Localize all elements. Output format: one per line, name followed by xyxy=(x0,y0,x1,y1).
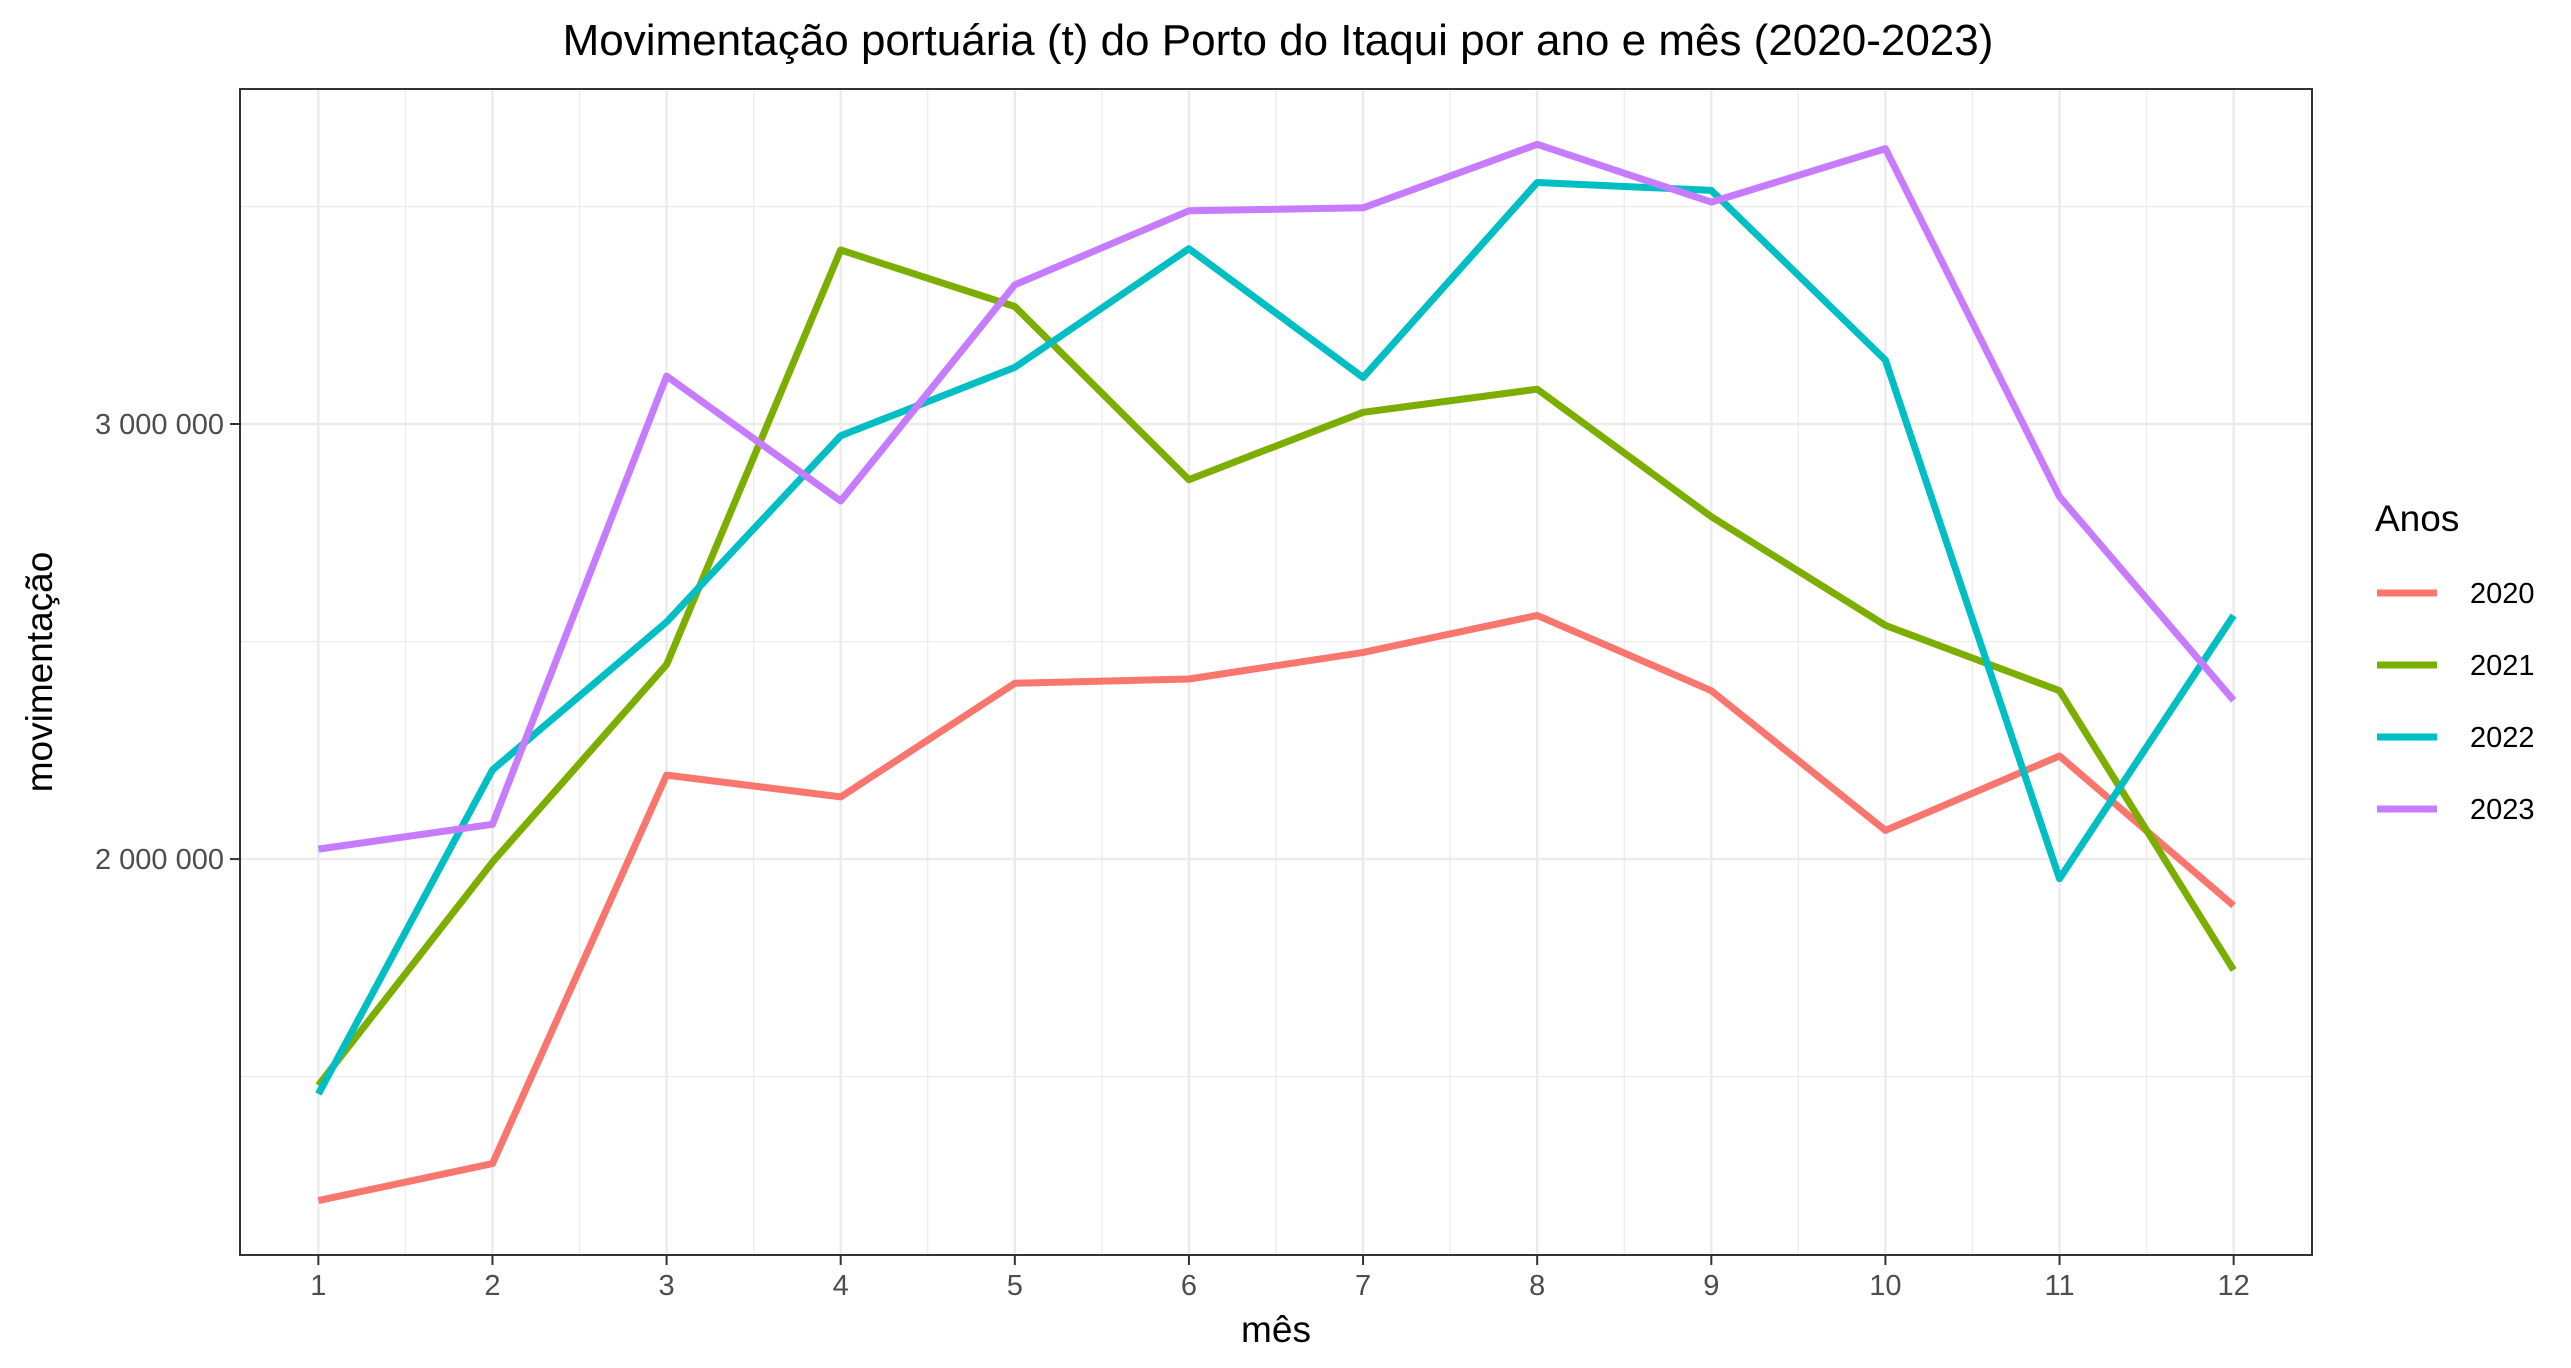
x-tick-label: 6 xyxy=(1181,1270,1197,1302)
panel-border xyxy=(239,88,2313,1256)
x-tick-label: 4 xyxy=(833,1270,849,1302)
legend-label-2022: 2022 xyxy=(2470,722,2535,754)
legend-label-2023: 2023 xyxy=(2470,794,2535,826)
x-axis: 1 2 3 4 5 6 7 8 9 10 11 12 xyxy=(310,1255,2250,1302)
legend-title: Anos xyxy=(2375,498,2459,539)
series-line-2020 xyxy=(317,611,2236,1205)
x-tick-label: 1 xyxy=(310,1270,326,1302)
x-tick-label: 3 xyxy=(659,1270,675,1302)
legend: Anos 2020 2021 2022 2023 xyxy=(2375,498,2535,826)
chart-title: Movimentação portuária (t) do Porto do I… xyxy=(563,16,1994,65)
legend-label-2021: 2021 xyxy=(2470,650,2535,682)
legend-label-2020: 2020 xyxy=(2470,578,2535,610)
series-line-2021 xyxy=(315,246,2237,1088)
x-tick-label: 10 xyxy=(1869,1270,1901,1302)
x-tick-label: 12 xyxy=(2218,1270,2250,1302)
y-axis-title: movimentação xyxy=(19,552,60,793)
x-tick-label: 5 xyxy=(1007,1270,1023,1302)
major-gridlines xyxy=(240,89,2312,1255)
series-lines xyxy=(315,140,2237,1205)
y-tick-label: 3 000 000 xyxy=(95,409,224,441)
y-axis: 2 000 000 3 000 000 xyxy=(95,409,240,876)
x-tick-label: 11 xyxy=(2044,1270,2074,1302)
x-tick-label: 2 xyxy=(484,1270,500,1302)
x-tick-label: 8 xyxy=(1529,1270,1545,1302)
x-axis-title: mês xyxy=(1241,1309,1311,1350)
y-tick-label: 2 000 000 xyxy=(95,844,224,876)
x-tick-label: 7 xyxy=(1355,1270,1371,1302)
series-line-2023 xyxy=(317,140,2237,853)
series-line-2022 xyxy=(315,179,2237,1096)
x-tick-label: 9 xyxy=(1703,1270,1719,1302)
